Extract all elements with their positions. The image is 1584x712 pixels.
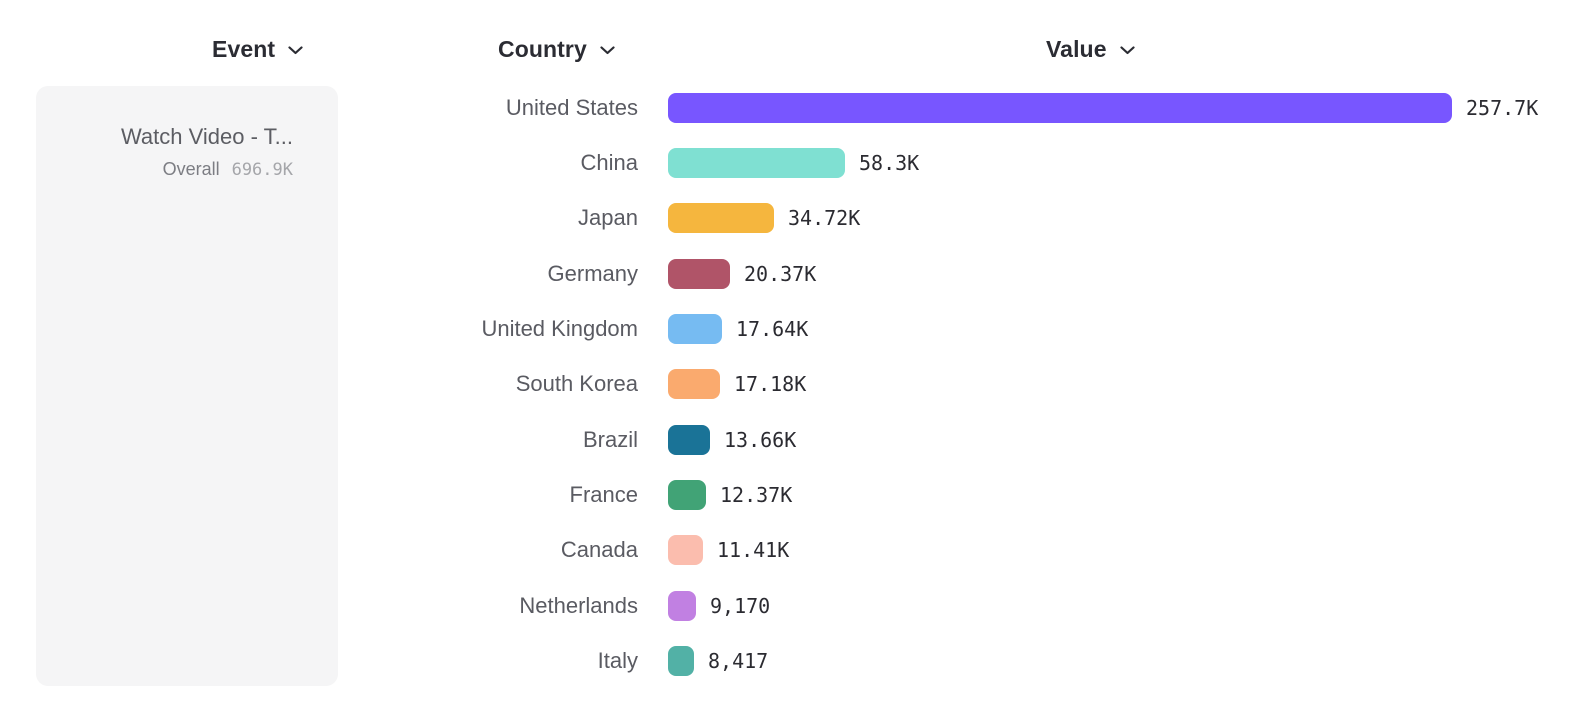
bar-value-canada: 11.41K [717,538,790,563]
country-label-united-kingdom: United Kingdom [481,315,638,341]
bar-value-germany: 20.37K [744,261,817,286]
country-label-south-korea: South Korea [515,371,638,397]
value-column-label: Value [1046,35,1107,62]
chevron-down-icon [288,46,303,55]
bar-netherlands[interactable] [668,590,696,621]
event-metric-value: 696.9K [231,160,293,180]
country-label-canada: Canada [560,537,638,563]
bar-value-united-states: 257.7K [1466,95,1539,120]
event-metric: Overall 696.9K [56,159,293,180]
bar-south-korea[interactable] [668,369,720,400]
bar-france[interactable] [668,480,706,510]
event-column-header[interactable]: Event [212,33,303,65]
event-column-label: Event [212,35,276,62]
bar-china[interactable] [668,147,845,178]
bar-value-japan: 34.72K [788,206,861,231]
bar-value-netherlands: 9,170 [710,593,771,618]
bar-japan[interactable] [668,203,774,234]
bar-value-italy: 8,417 [708,649,769,673]
event-name: Watch Video - T... [120,124,293,149]
country-column-header[interactable]: Country [498,33,615,65]
country-label-france: France [569,482,638,507]
country-label-united-states: United States [505,94,638,120]
bar-value-united-kingdom: 17.64K [736,316,809,341]
country-column-label: Country [498,35,587,62]
country-label-china: China [580,149,638,175]
bar-value-brazil: 13.66K [724,427,797,452]
value-column-header[interactable]: Value [1046,33,1135,65]
bar-canada[interactable] [668,535,703,566]
country-label-netherlands: Netherlands [519,592,638,618]
country-label-brazil: Brazil [582,426,638,452]
event-card[interactable]: Watch Video - T... Overall 696.9K [36,86,338,686]
bar-value-south-korea: 17.18K [734,372,807,397]
chevron-down-icon [1120,46,1135,55]
bar-united-states[interactable] [668,92,1452,123]
country-label-italy: Italy [597,648,638,673]
chevron-down-icon [600,46,615,55]
bar-brazil[interactable] [668,424,710,455]
country-label-japan: Japan [578,205,638,231]
bar-united-kingdom[interactable] [668,313,722,344]
event-metric-label: Overall [162,159,220,179]
bar-germany[interactable] [668,258,730,289]
country-label-germany: Germany [547,260,638,286]
bar-value-china: 58.3K [859,150,920,175]
bar-value-france: 12.37K [720,483,793,507]
bar-italy[interactable] [668,646,694,676]
